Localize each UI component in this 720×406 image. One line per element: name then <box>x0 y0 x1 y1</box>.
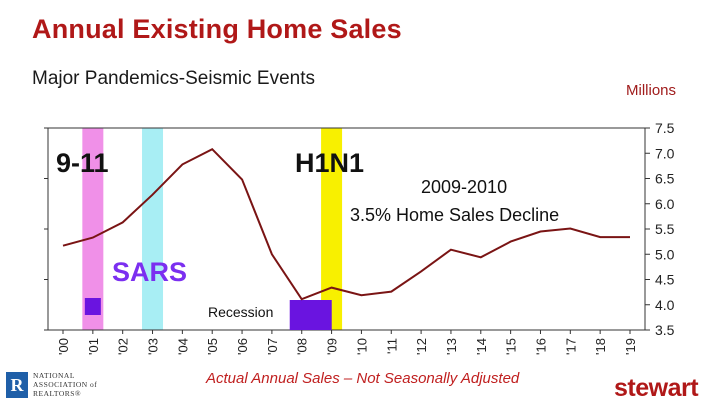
x-tick-label: '11 <box>384 338 399 354</box>
event-label-911: 9-11 <box>56 148 109 178</box>
labels: 9-11 SARS H1N1 Recession 2009-2010 3.5% … <box>56 148 559 320</box>
recession-marker <box>289 300 332 330</box>
markers <box>84 298 332 330</box>
y-tick-label: 6.5 <box>655 171 675 187</box>
recession-label: Recession <box>208 304 273 320</box>
y-tick-label: 7.5 <box>655 120 675 136</box>
nar-logo-text: NATIONAL ASSOCIATION of REALTORS® <box>33 371 98 398</box>
x-tick-label: '05 <box>205 338 220 355</box>
x-tick-label: '16 <box>533 338 548 355</box>
x-tick-label: '04 <box>175 338 190 355</box>
series-line <box>62 147 630 301</box>
x-tick-label: '18 <box>593 338 608 355</box>
y-tick-label: 3.5 <box>655 322 675 338</box>
y-tick-label: 7.0 <box>655 145 675 161</box>
x-tick-label: '02 <box>116 338 131 355</box>
x-tick-label: '09 <box>325 338 340 355</box>
x-tick-label: '00 <box>56 338 71 355</box>
event-label-h1n1: H1N1 <box>295 148 364 178</box>
x-tick-label: '17 <box>563 338 578 355</box>
x-tick-label: '19 <box>623 338 638 355</box>
y-axis: 3.5 4.0 4.5 5.0 5.5 6.0 6.5 7.0 7.5 <box>645 120 675 338</box>
y-tick-label: 5.5 <box>655 221 675 237</box>
y-tick-label: 4.5 <box>655 272 675 288</box>
x-tick-label: '01 <box>86 338 101 355</box>
nar-logo: R NATIONAL ASSOCIATION of REALTORS® <box>6 370 126 404</box>
event-band-911 <box>82 128 104 330</box>
event-911-marker <box>84 298 101 315</box>
x-tick-label: '12 <box>414 338 429 355</box>
event-band-h1n1 <box>321 128 343 330</box>
x-axis: '00 '01 '02 '03 '04 '05 '06 '07 '08 '09 '10 '11 '12 '… <box>56 330 638 355</box>
event-bands <box>82 128 343 330</box>
y-tick-label: 6.0 <box>655 196 675 212</box>
x-tick-label: '08 <box>295 338 310 355</box>
x-tick-label: '14 <box>474 338 489 355</box>
realtor-r-icon: R <box>6 372 28 398</box>
x-tick-label: '06 <box>235 338 250 355</box>
y-tick-label: 4.0 <box>655 297 675 313</box>
event-band-sars <box>142 128 164 330</box>
annotation-decline: 3.5% Home Sales Decline <box>350 205 559 225</box>
stewart-logo: stewart <box>614 374 699 402</box>
event-label-sars: SARS <box>112 257 187 287</box>
annotation-years: 2009-2010 <box>421 177 507 197</box>
chart-subtitle: Major Pandemics-Seismic Events <box>32 68 315 89</box>
footer-note: Actual Annual Sales – Not Seasonally Adj… <box>206 370 520 387</box>
x-tick-label: '15 <box>504 338 519 355</box>
x-tick-label: '10 <box>354 338 369 355</box>
y-axis-units-label: Millions <box>626 82 677 99</box>
chart-title: Annual Existing Home Sales <box>32 14 402 44</box>
x-tick-label: '03 <box>146 338 161 355</box>
x-tick-label: '07 <box>265 338 280 355</box>
x-tick-label: '13 <box>444 338 459 355</box>
y-tick-label: 5.0 <box>655 246 675 262</box>
